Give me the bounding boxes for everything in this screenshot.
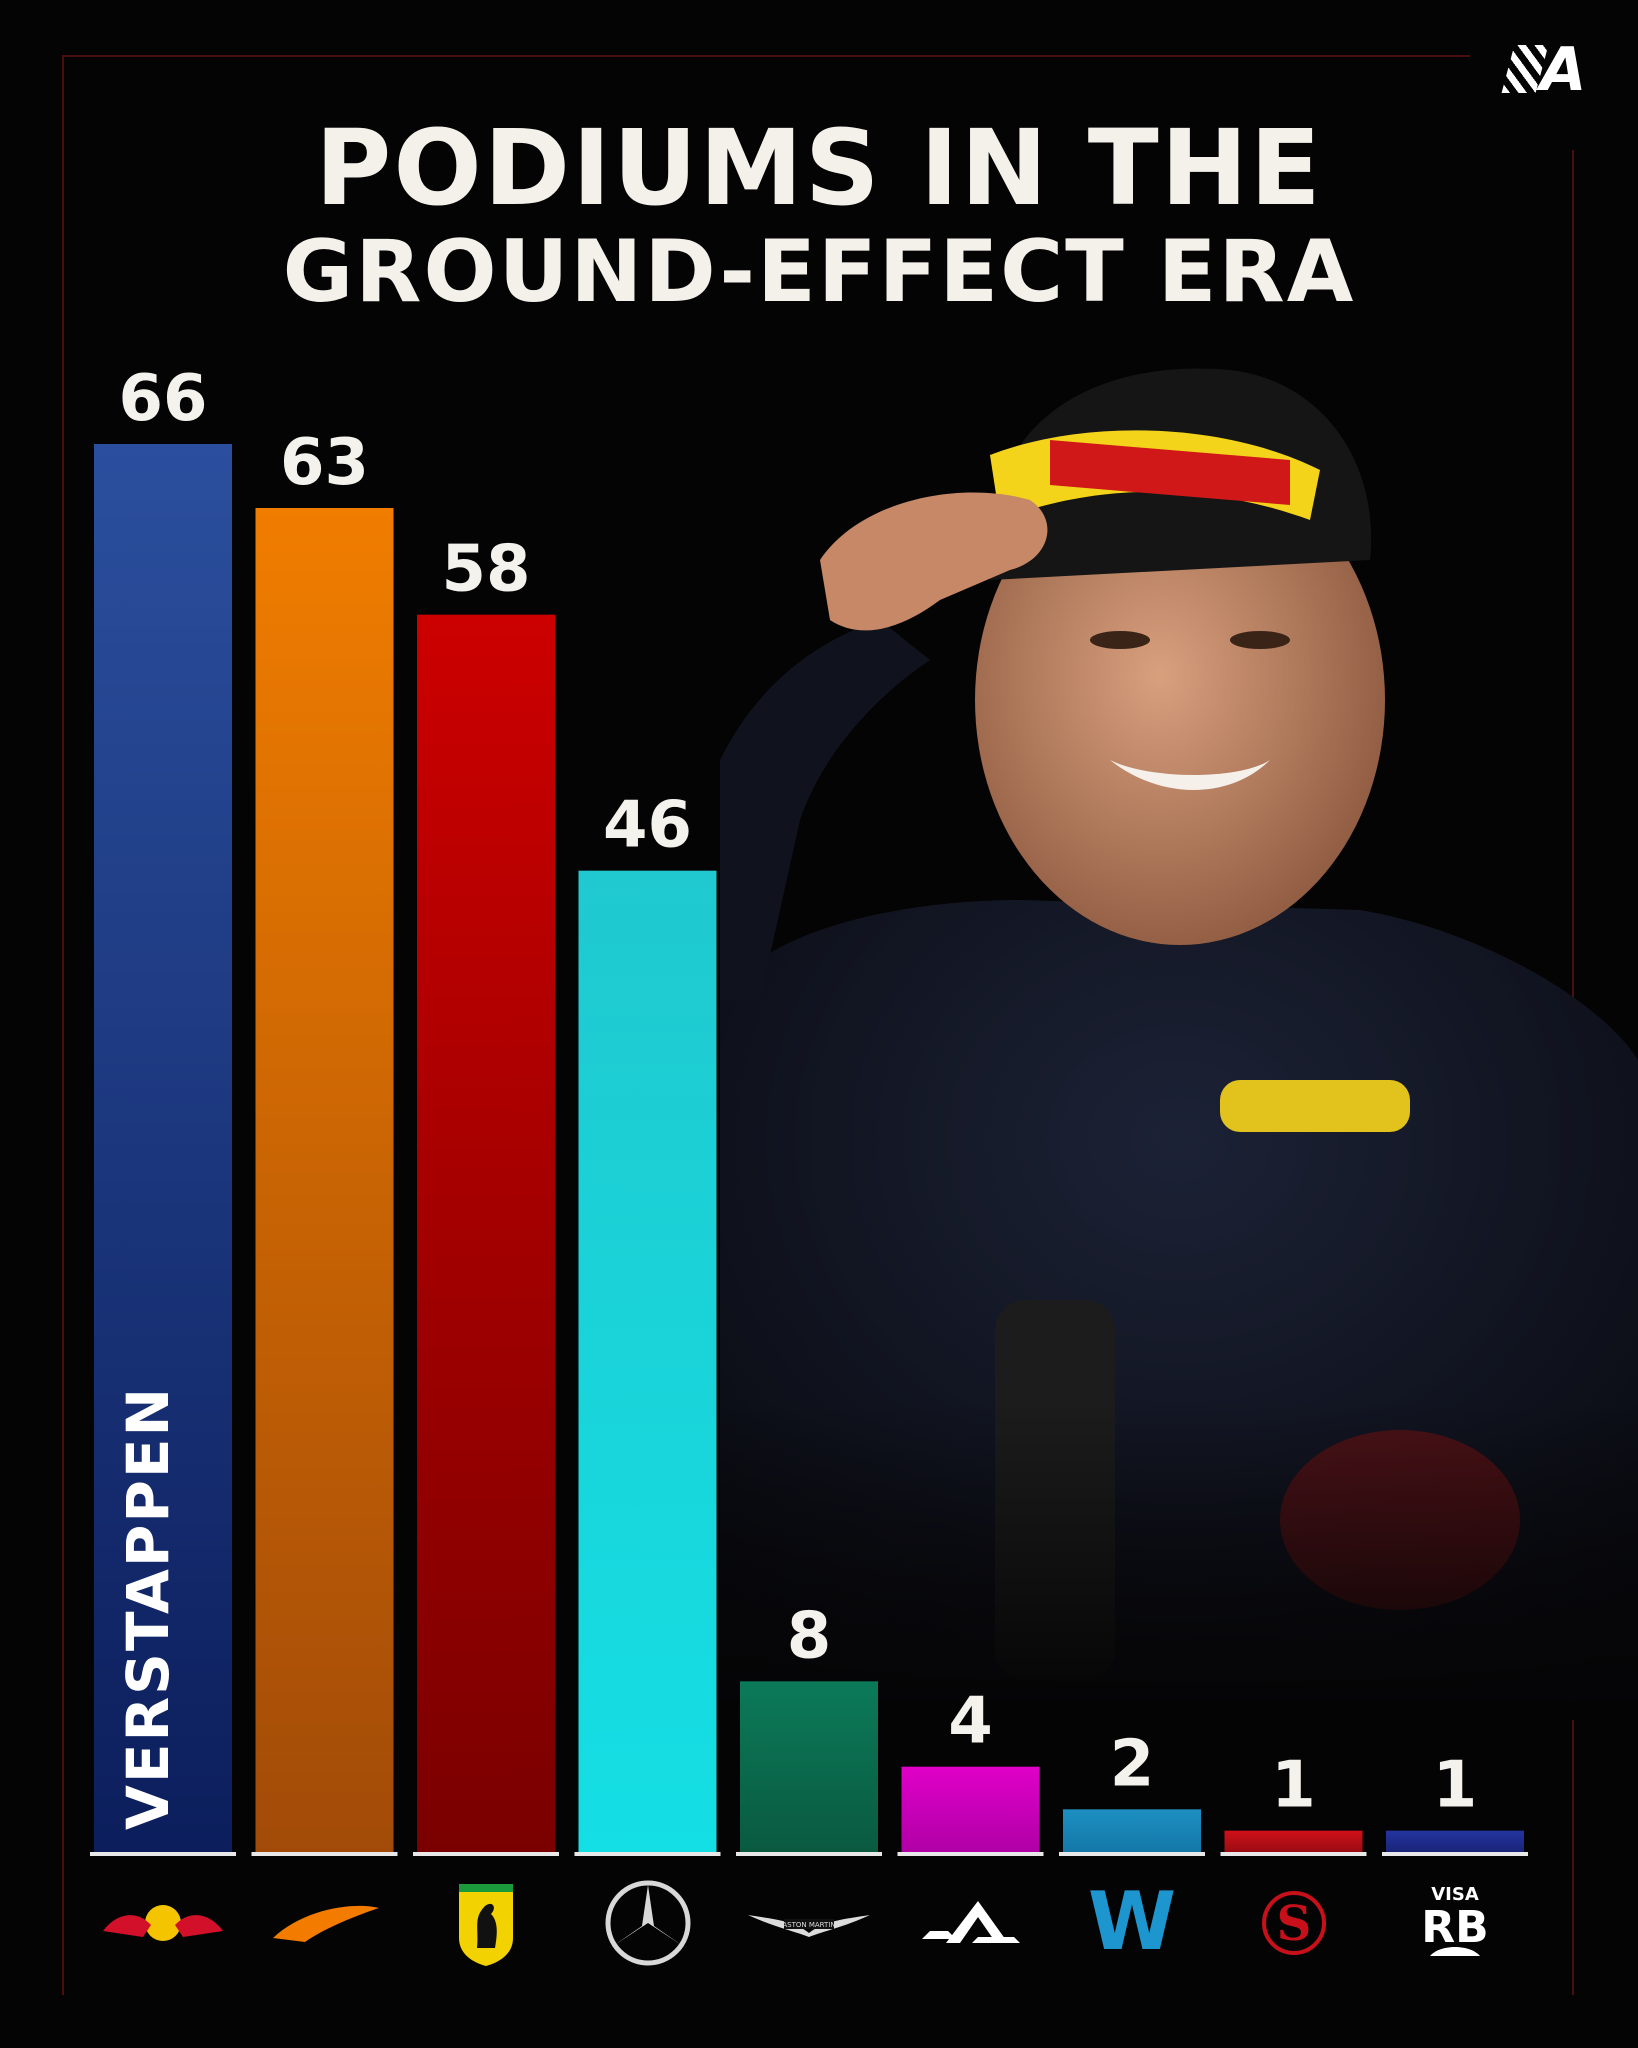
sauber-logo-icon: S	[1224, 1878, 1364, 1968]
value-label-red-bull: 66	[118, 362, 207, 436]
mercedes-logo-icon	[578, 1878, 718, 1968]
mclaren-logo-icon	[255, 1878, 395, 1968]
bar-aston-martin	[740, 1681, 878, 1852]
bar-williams	[1063, 1809, 1201, 1852]
alpine-logo-icon	[901, 1878, 1041, 1968]
baseline-sauber	[1220, 1852, 1367, 1856]
value-label-sauber: 1	[1271, 1749, 1316, 1823]
svg-text:VISA: VISA	[1431, 1884, 1479, 1905]
bar-ferrari	[417, 614, 555, 1852]
baseline-alpine	[897, 1852, 1044, 1856]
baseline-ferrari	[413, 1852, 559, 1856]
value-label-williams: 2	[1110, 1727, 1155, 1801]
red-bull-logo-icon	[93, 1878, 233, 1968]
value-label-alpine: 4	[948, 1685, 993, 1759]
bar-visa-rb	[1386, 1830, 1524, 1852]
svg-text:ASTON MARTIN: ASTON MARTIN	[782, 1921, 835, 1929]
value-label-visa-rb: 1	[1433, 1749, 1478, 1823]
value-label-mclaren: 63	[280, 426, 369, 500]
visa-rb-logo-icon: VISA RB	[1385, 1878, 1525, 1968]
bars-group	[90, 444, 1528, 1856]
brand-logo: A	[1500, 35, 1610, 105]
value-labels-group: 66 63 58 46 8 4 2 1 1	[118, 362, 1477, 1823]
aston-martin-logo-icon: ASTON MARTIN	[739, 1878, 879, 1968]
bar-alpine	[901, 1766, 1040, 1852]
ferrari-logo-icon	[416, 1878, 556, 1968]
svg-text:W: W	[1088, 1883, 1176, 1963]
bar-mclaren	[255, 508, 394, 1852]
driver-label-verstappen: VERSTAPPEN	[114, 1386, 182, 1830]
williams-logo-icon: W	[1062, 1878, 1202, 1968]
page-title-line1: PODIUMS IN THE	[315, 107, 1323, 229]
baseline-mclaren	[251, 1852, 398, 1856]
page-title-line2: GROUND-EFFECT ERA	[282, 222, 1356, 322]
value-label-aston-martin: 8	[787, 1599, 832, 1673]
baseline-red-bull	[90, 1852, 236, 1856]
svg-text:S: S	[1276, 1896, 1311, 1952]
value-label-ferrari: 58	[441, 533, 530, 607]
svg-text:RB: RB	[1421, 1902, 1488, 1953]
bar-red-bull	[94, 444, 232, 1852]
baseline-aston-martin	[736, 1852, 882, 1856]
baseline-williams	[1059, 1852, 1205, 1856]
brand-logo-letter: A	[1540, 35, 1587, 105]
bar-mercedes	[578, 870, 717, 1852]
baseline-visa-rb	[1382, 1852, 1528, 1856]
bar-sauber	[1224, 1830, 1363, 1852]
baseline-mercedes	[574, 1852, 721, 1856]
value-label-mercedes: 46	[603, 789, 692, 863]
